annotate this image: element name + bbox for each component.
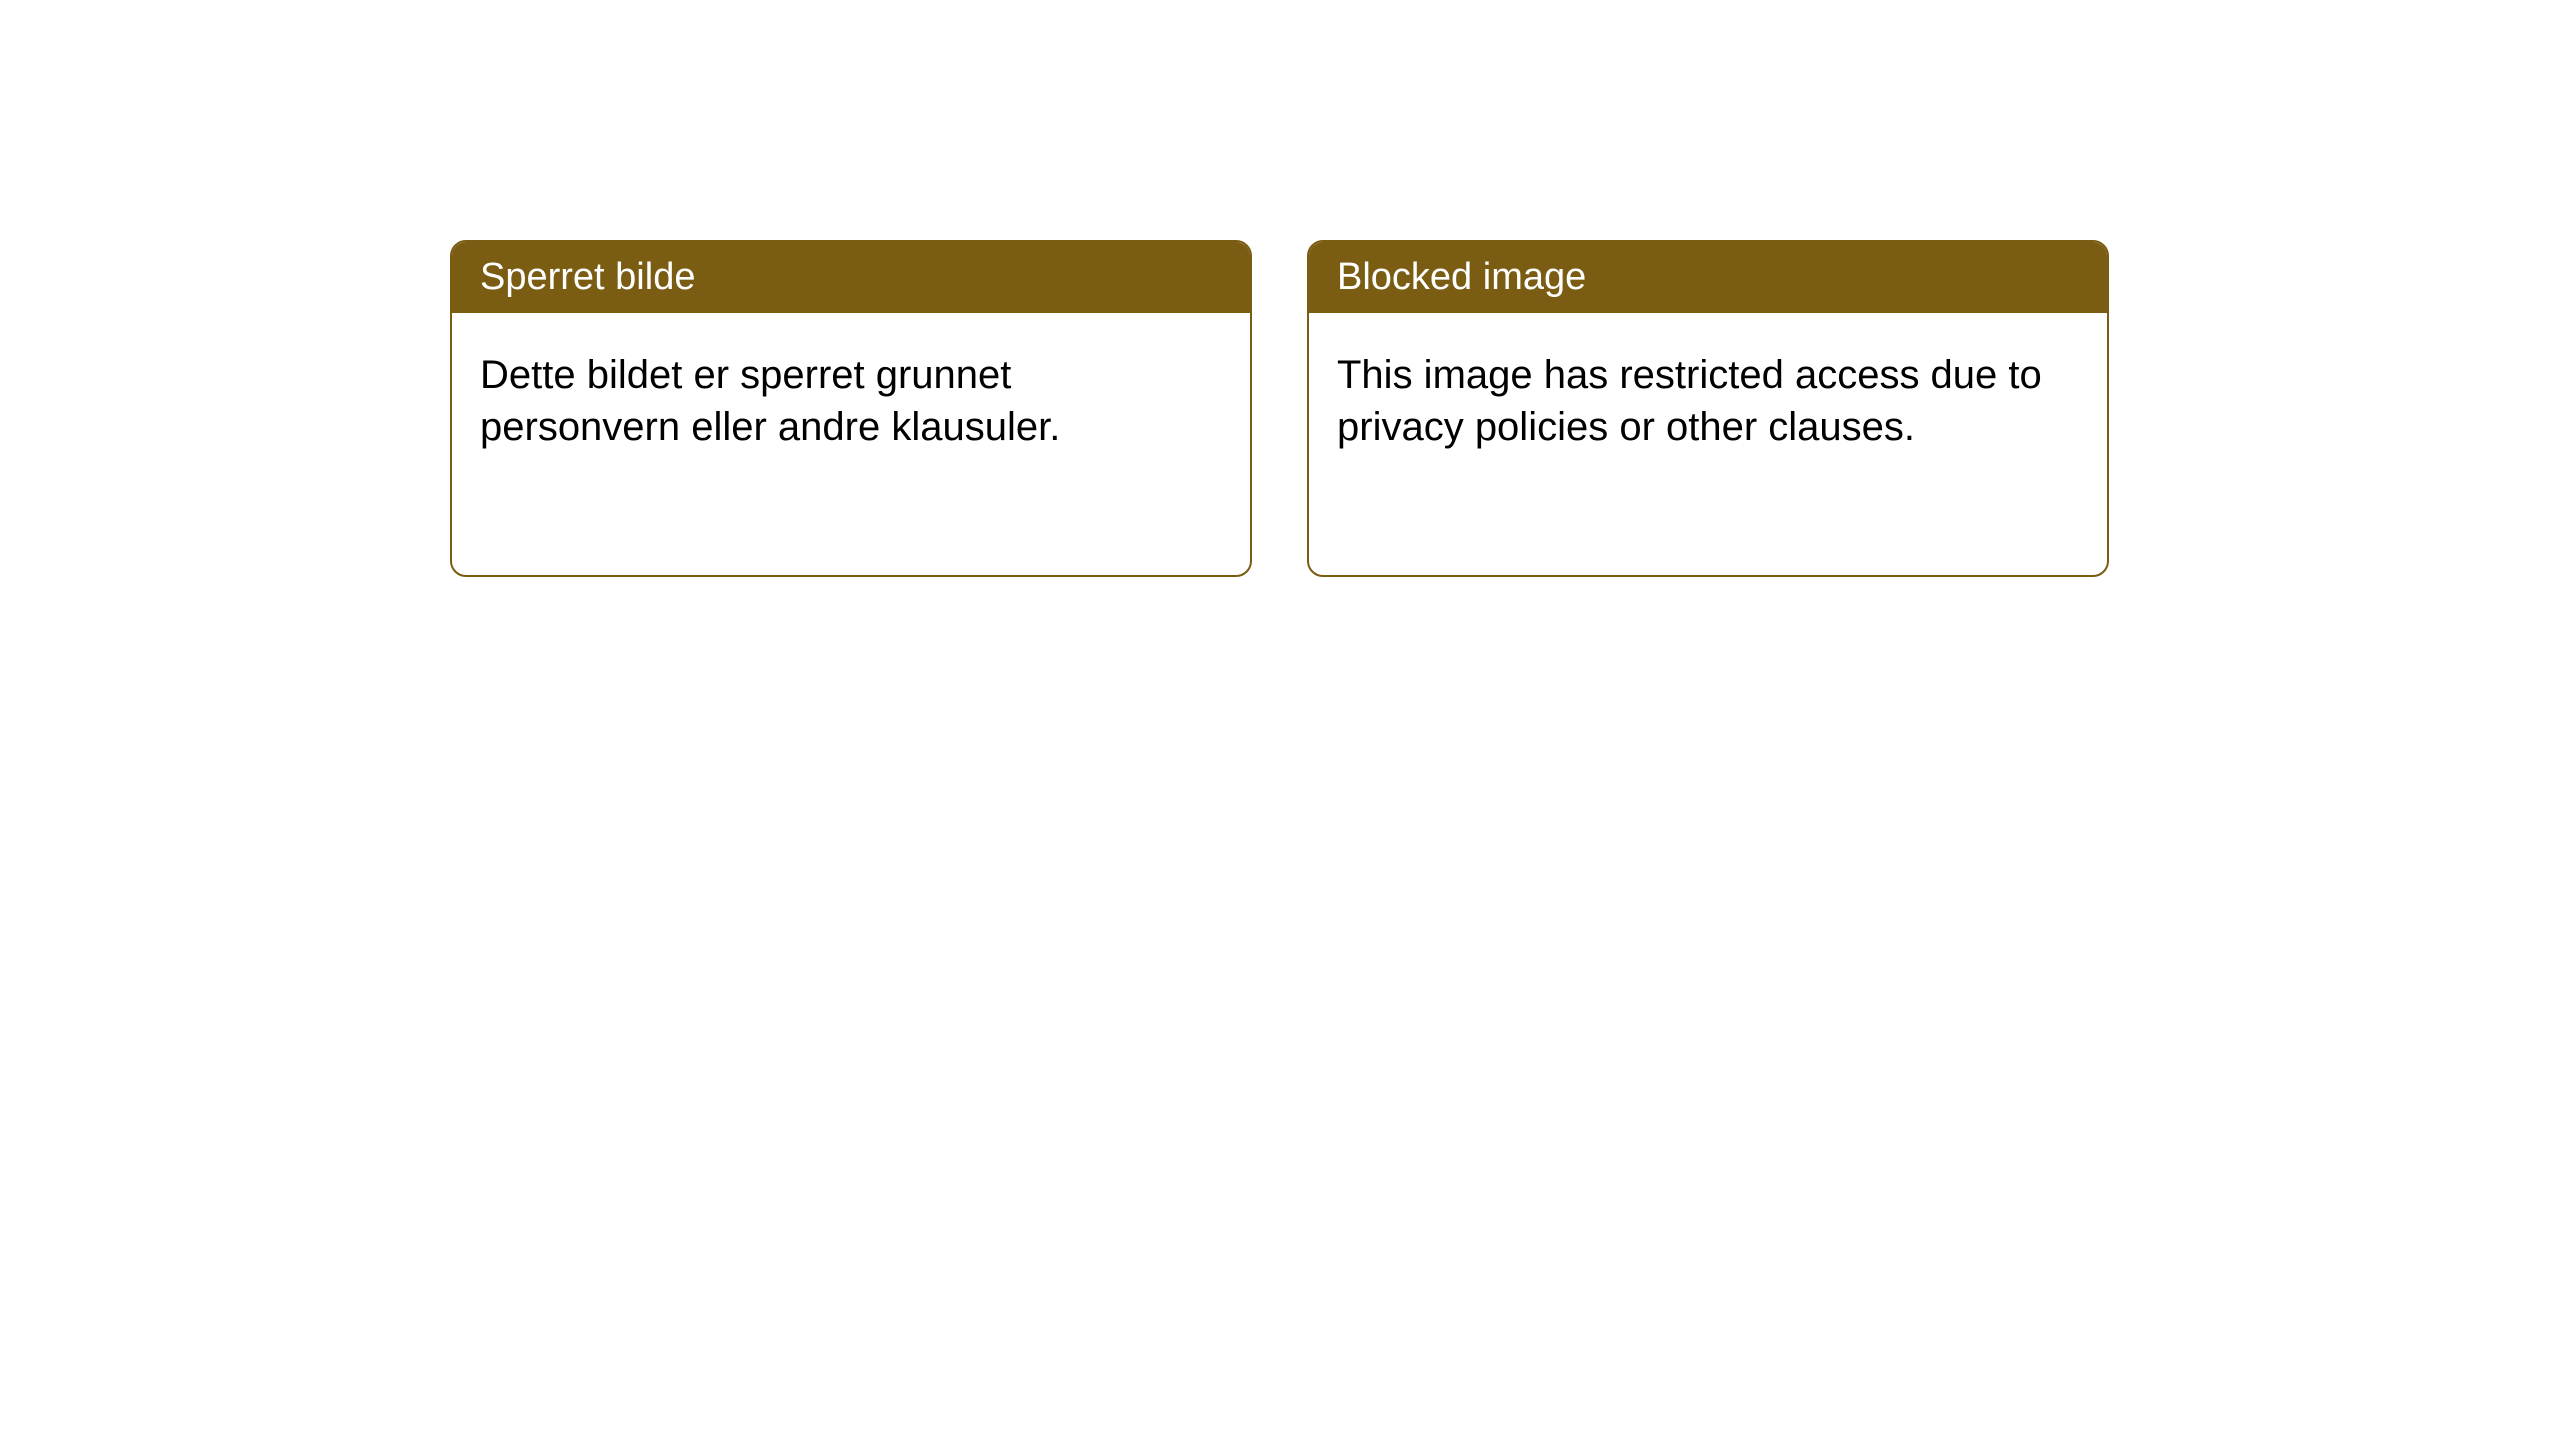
card-body: Dette bildet er sperret grunnet personve… bbox=[452, 313, 1250, 489]
blocked-image-cards: Sperret bilde Dette bildet er sperret gr… bbox=[450, 240, 2560, 577]
blocked-image-card-english: Blocked image This image has restricted … bbox=[1307, 240, 2109, 577]
card-title: Blocked image bbox=[1309, 242, 2107, 313]
blocked-image-card-norwegian: Sperret bilde Dette bildet er sperret gr… bbox=[450, 240, 1252, 577]
card-title: Sperret bilde bbox=[452, 242, 1250, 313]
card-body: This image has restricted access due to … bbox=[1309, 313, 2107, 489]
